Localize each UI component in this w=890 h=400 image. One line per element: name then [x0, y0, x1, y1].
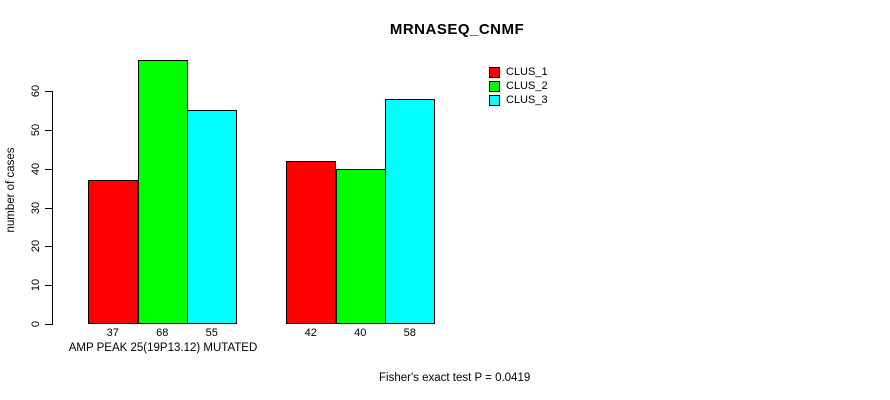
y-axis-tick-label: 0 [30, 320, 42, 328]
legend-swatch-clus_3 [489, 94, 500, 106]
legend-swatch-clus_2 [489, 80, 500, 92]
y-axis-tick-label: 40 [30, 162, 42, 175]
x-group-label: AMP PEAK 25(19P13.12) MUTATED [68, 342, 258, 354]
y-axis-tick [45, 207, 52, 209]
y-axis-tick [45, 168, 52, 170]
legend-label: CLUS_2 [506, 80, 548, 92]
legend: CLUS_1 CLUS_2 CLUS_3 [489, 65, 548, 107]
y-axis-tick [45, 285, 52, 287]
stat-annotation: Fisher's exact test P = 0.0419 [379, 372, 531, 384]
legend-swatch-clus_1 [489, 66, 500, 78]
y-axis-label: number of cases [5, 147, 17, 233]
legend-item-clus_2: CLUS_2 [489, 79, 548, 93]
bar-clus_3-group1 [187, 110, 237, 324]
bar-value-label: 37 [106, 327, 119, 339]
legend-label: CLUS_3 [506, 94, 548, 106]
y-axis-tick-label: 60 [30, 84, 42, 98]
y-axis-tick [45, 129, 52, 131]
legend-label: CLUS_1 [506, 66, 548, 78]
y-axis-tick [45, 246, 52, 248]
y-axis-tick-label: 20 [30, 240, 42, 253]
bar-clus_1-group2 [286, 160, 336, 324]
bar-clus_2-group2 [335, 168, 386, 324]
y-axis-tick-label: 10 [30, 279, 42, 292]
bar-clus_1-group1 [88, 180, 138, 324]
y-axis-tick [45, 91, 52, 92]
bar-value-label: 58 [403, 327, 416, 339]
y-axis-tick-label: 30 [30, 201, 42, 214]
chart-title: MRNASEQ_CNMF [389, 21, 525, 38]
bar-value-label: 40 [354, 327, 367, 339]
y-axis-tick-label: 50 [30, 123, 42, 136]
bar-clus_3-group2 [385, 98, 435, 324]
bar-value-label: 42 [304, 327, 317, 339]
legend-item-clus_1: CLUS_1 [489, 65, 548, 79]
bar-value-label: 68 [156, 327, 169, 339]
legend-item-clus_3: CLUS_3 [489, 93, 548, 107]
bar-clus_2-group1 [137, 59, 188, 324]
y-axis-line [52, 91, 53, 325]
y-axis-tick [45, 324, 52, 325]
bar-value-label: 55 [205, 327, 218, 339]
